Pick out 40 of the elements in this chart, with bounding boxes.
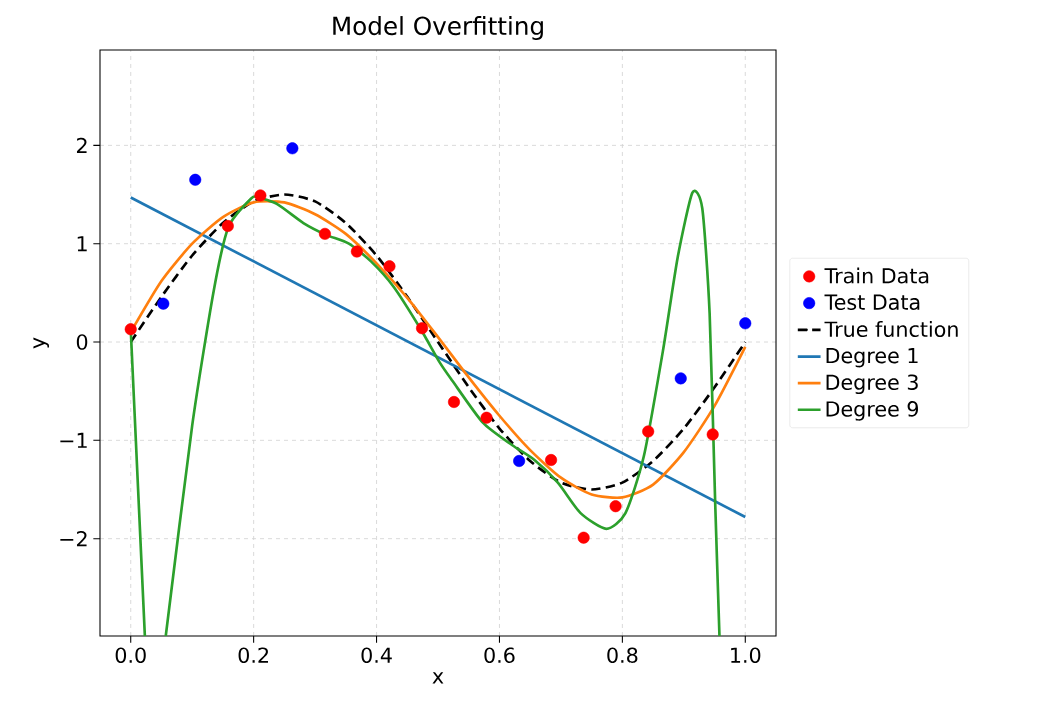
y-tick-label: −1 bbox=[60, 432, 87, 448]
point bbox=[577, 531, 590, 544]
point bbox=[674, 372, 687, 385]
y-tick-label: 1 bbox=[77, 236, 87, 252]
y-tick-label: −2 bbox=[60, 531, 87, 547]
point bbox=[221, 219, 234, 232]
legend-label: Degree 9 bbox=[826, 401, 919, 421]
point bbox=[706, 428, 719, 441]
point bbox=[124, 323, 137, 336]
legend-label: True function bbox=[824, 320, 958, 337]
point bbox=[286, 142, 299, 155]
point bbox=[447, 395, 460, 408]
point bbox=[350, 245, 363, 258]
point bbox=[545, 454, 558, 467]
y-tick-label: 0 bbox=[76, 334, 88, 350]
point bbox=[513, 454, 526, 467]
point bbox=[739, 317, 752, 330]
y-tick-label: 2 bbox=[76, 137, 87, 154]
point bbox=[318, 227, 331, 240]
point bbox=[383, 260, 396, 273]
point bbox=[642, 425, 655, 438]
point bbox=[254, 189, 267, 202]
point bbox=[609, 500, 622, 513]
x-tick-label: 0.0 bbox=[115, 647, 146, 664]
point bbox=[189, 173, 202, 186]
x-tick-label: 0.2 bbox=[238, 647, 269, 664]
x-axis-title: x bbox=[432, 672, 444, 684]
chart-title: Model Overfitting bbox=[333, 16, 543, 40]
point bbox=[157, 297, 170, 310]
legend-label: Degree 3 bbox=[826, 374, 918, 395]
point bbox=[416, 322, 429, 335]
y-axis-title: y bbox=[33, 337, 50, 349]
legend-label: Degree 1 bbox=[826, 348, 918, 368]
x-tick-label: 0.8 bbox=[607, 647, 638, 664]
x-tick-label: 0.4 bbox=[361, 647, 392, 664]
legend-label: Test Data bbox=[824, 294, 920, 310]
point bbox=[480, 411, 493, 424]
x-tick-label: 0.6 bbox=[484, 647, 515, 664]
x-tick-label: 1.0 bbox=[731, 647, 761, 664]
legend-label: Train Data bbox=[824, 267, 929, 284]
